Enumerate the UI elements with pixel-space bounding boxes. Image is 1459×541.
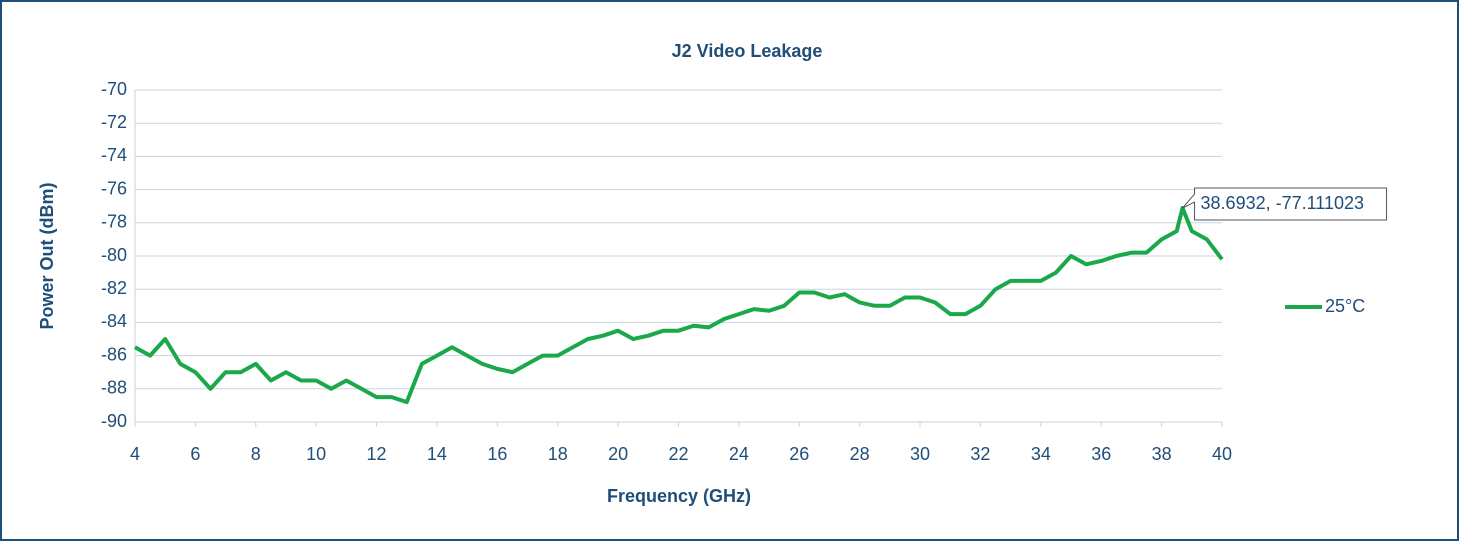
y-axis-label: Power Out (dBm) [37,182,57,329]
x-tick-label: 18 [548,444,568,464]
x-tick-label: 26 [789,444,809,464]
y-tick-label: -72 [101,112,127,132]
x-tick-label: 4 [130,444,140,464]
y-tick-label: -86 [101,344,127,364]
x-tick-label: 24 [729,444,749,464]
x-tick-label: 20 [608,444,628,464]
x-tick-label: 30 [910,444,930,464]
y-tick-label: -80 [101,245,127,265]
chart-title: J2 Video Leakage [672,41,823,61]
y-tick-label: -88 [101,378,127,398]
x-tick-label: 38 [1152,444,1172,464]
x-axis-label: Frequency (GHz) [607,486,751,506]
y-tick-label: -90 [101,411,127,431]
y-tick-label: -76 [101,178,127,198]
legend-label: 25°C [1325,296,1365,316]
y-tick-label: -84 [101,311,127,331]
x-tick-label: 14 [427,444,447,464]
x-tick-label: 34 [1031,444,1051,464]
x-tick-label: 36 [1091,444,1111,464]
y-tick-label: -82 [101,278,127,298]
x-tick-label: 8 [251,444,261,464]
x-tick-label: 12 [367,444,387,464]
x-tick-label: 40 [1212,444,1232,464]
x-tick-label: 28 [850,444,870,464]
y-tick-label: -74 [101,145,127,165]
line-series [134,206,1224,405]
y-tick-label: -78 [101,212,127,232]
x-tick-label: 16 [487,444,507,464]
x-tick-label: 10 [306,444,326,464]
x-tick-label: 32 [970,444,990,464]
x-tick-label: 6 [190,444,200,464]
annotation-box [1182,187,1388,221]
annotation-text: 38.6932, -77.111023 [1201,193,1364,213]
y-tick-label: -70 [101,79,127,99]
x-tick-label: 22 [668,444,688,464]
